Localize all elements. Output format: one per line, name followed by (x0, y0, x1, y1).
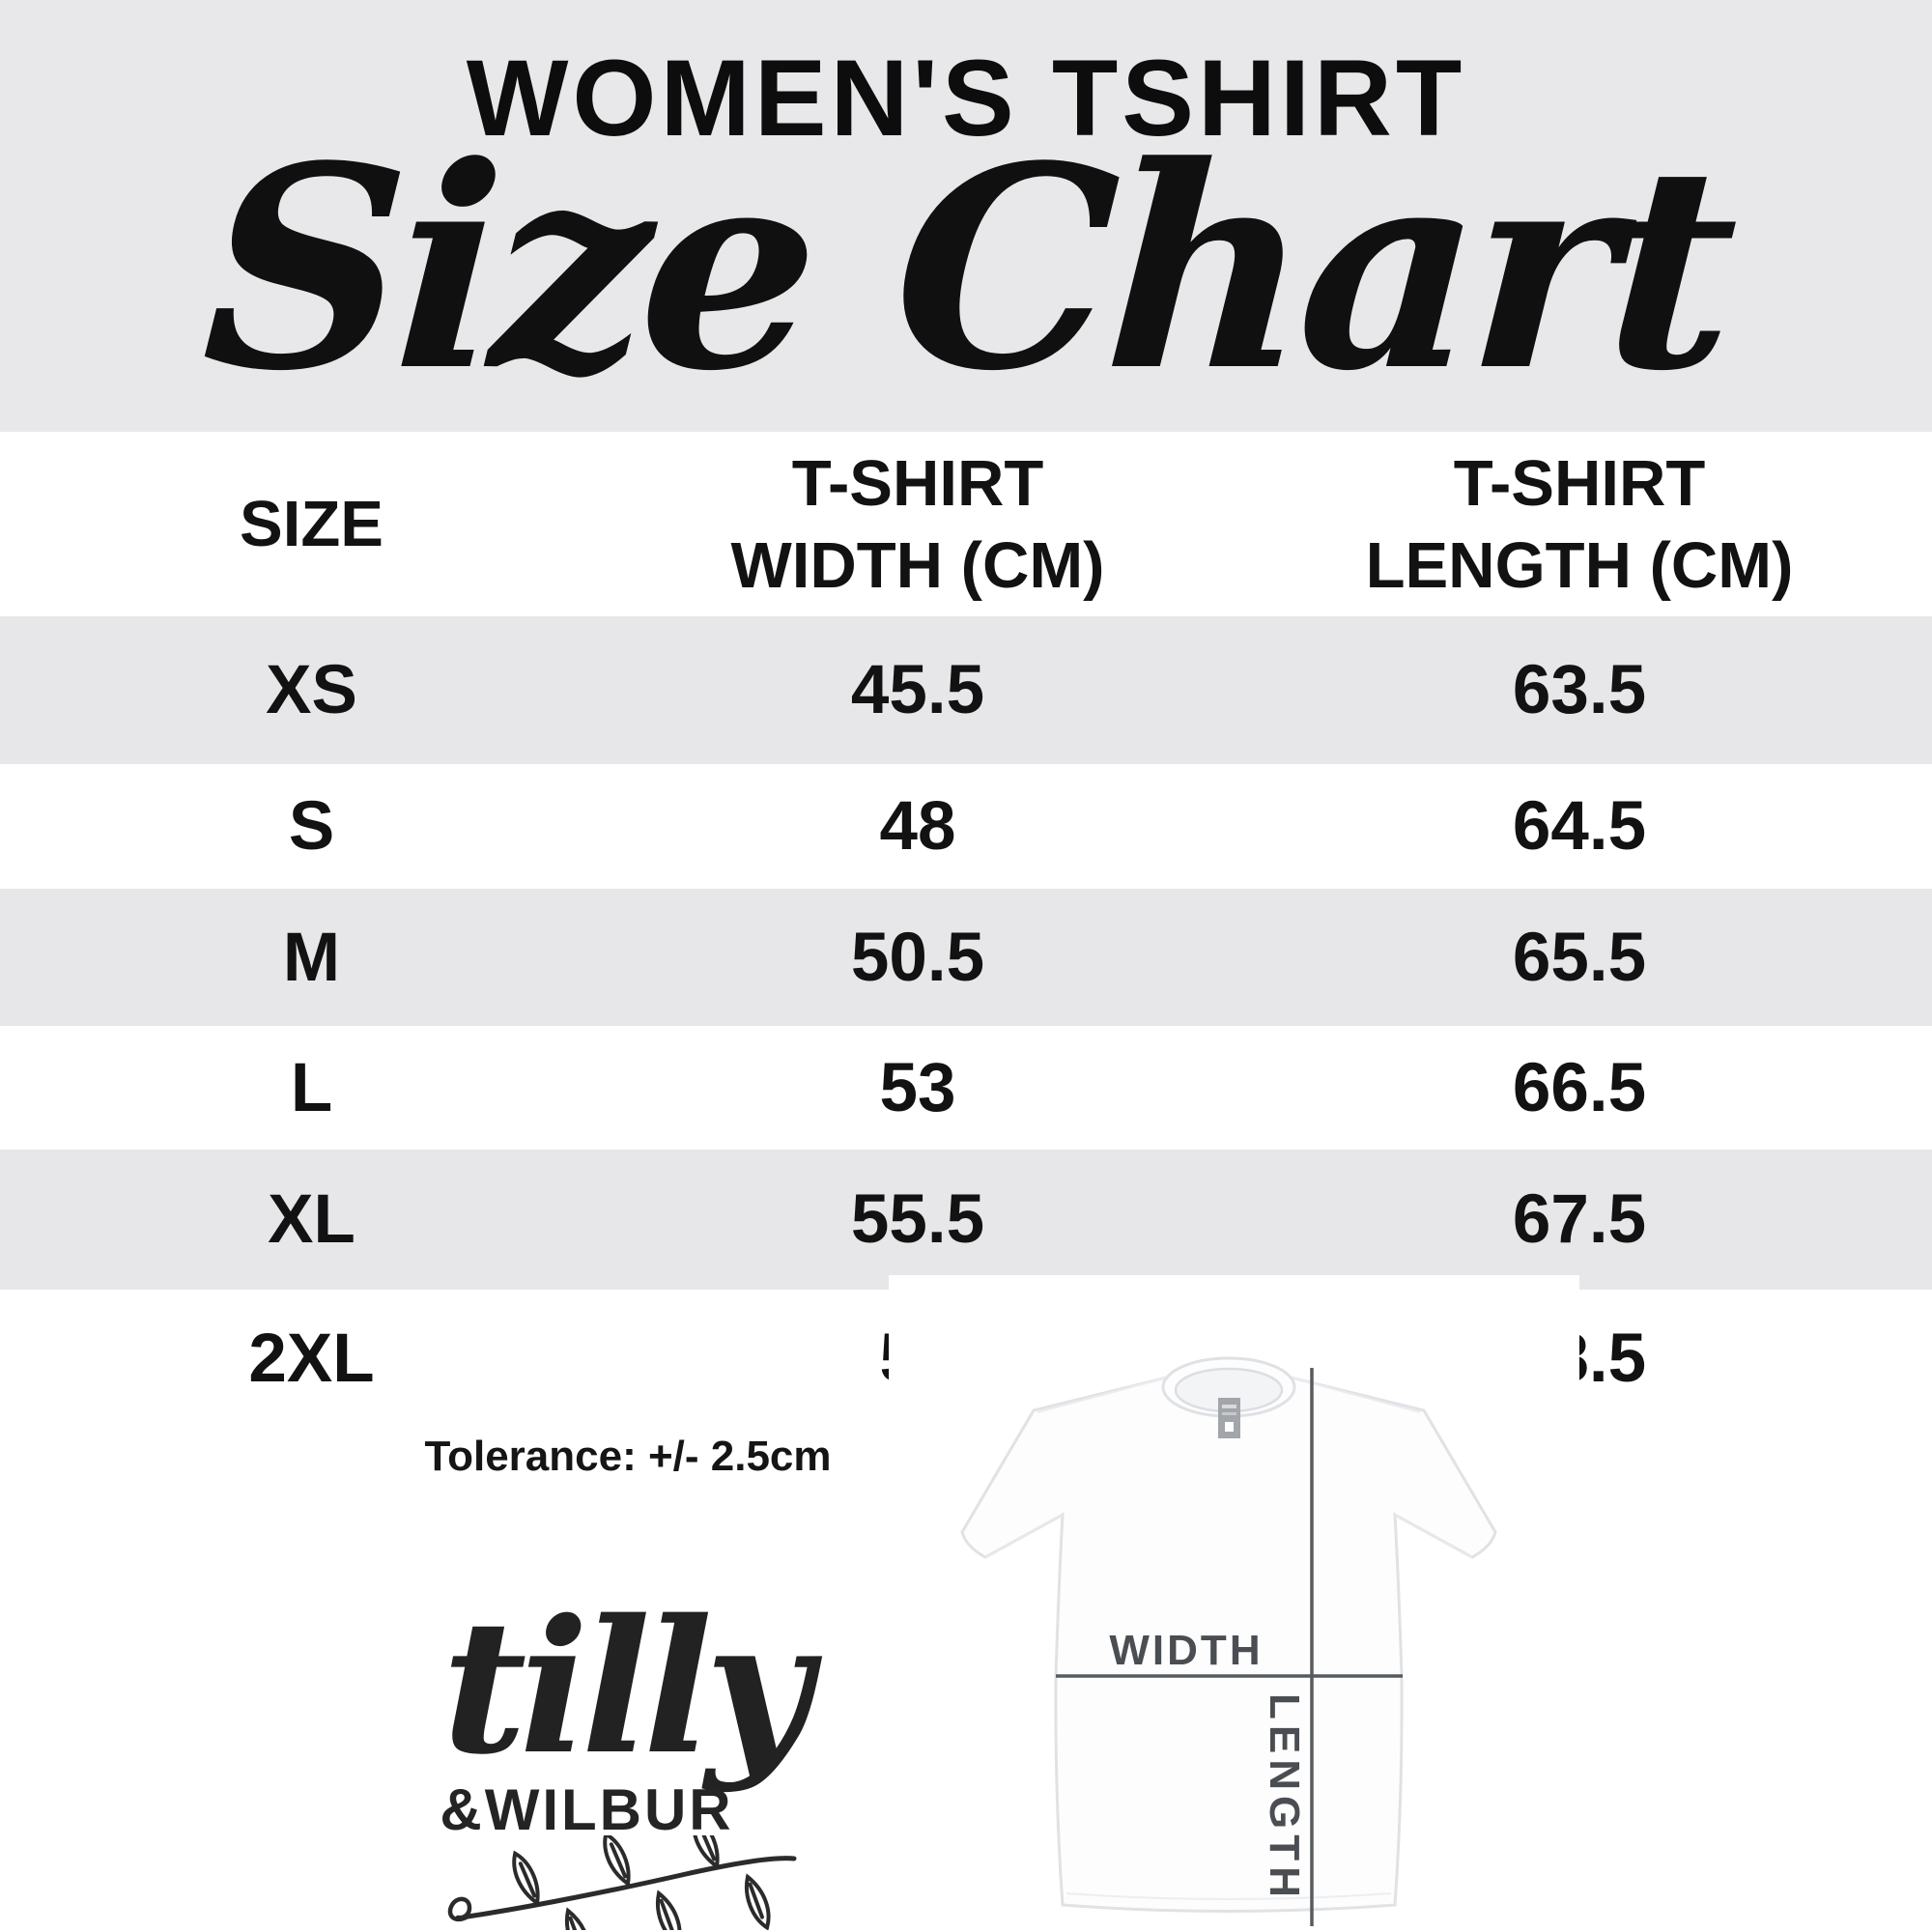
width-cell: 50.5 (850, 919, 985, 996)
column-header-size: SIZE (0, 432, 623, 616)
column-header-width: T-SHIRT WIDTH (CM) (609, 432, 1227, 616)
column-header-width-line2: WIDTH (CM) (730, 528, 1105, 602)
size-cell: S (288, 788, 335, 865)
length-cell: 67.5 (1512, 1181, 1647, 1258)
column-header-width-line1: T-SHIRT (791, 446, 1044, 520)
page-title: WOMEN'S TSHIRT (466, 38, 1466, 158)
header-banner: WOMEN'S TSHIRT Size Chart (0, 0, 1932, 432)
width-cell: 45.5 (850, 652, 985, 728)
width-label: WIDTH (1109, 1627, 1264, 1674)
table-header-row: SIZE T-SHIRT WIDTH (CM) T-SHIRT LENGTH (… (0, 432, 1932, 616)
width-cell: 48 (879, 788, 956, 865)
tshirt-graphic (960, 1356, 1497, 1926)
column-header-length-line1: T-SHIRT (1453, 446, 1706, 520)
column-header-size-label: SIZE (240, 488, 384, 560)
tolerance-note: Tolerance: +/- 2.5cm (424, 1433, 832, 1480)
size-cell: XS (266, 652, 357, 728)
neck-tag-icon (1218, 1398, 1240, 1438)
size-cell: L (290, 1049, 333, 1126)
length-cell: 65.5 (1512, 919, 1647, 996)
table-row-xs: XS 45.5 63.5 (0, 616, 1932, 764)
column-header-length: T-SHIRT LENGTH (CM) (1227, 432, 1932, 616)
width-cell: 53 (879, 1049, 956, 1126)
column-header-length-line2: LENGTH (CM) (1365, 528, 1794, 602)
size-cell: 2XL (248, 1321, 375, 1397)
length-label: LENGTH (1261, 1693, 1308, 1903)
logo-script-text: tilly (441, 1579, 812, 1795)
length-cell: 66.5 (1512, 1049, 1647, 1126)
tshirt-photo: WIDTH LENGTH (889, 1275, 1579, 1932)
length-cell: 63.5 (1512, 652, 1647, 728)
script-title: Size Chart (196, 105, 1736, 432)
table-row-m: M 50.5 65.5 (0, 889, 1932, 1026)
size-cell: M (282, 919, 341, 996)
table-row-xl: XL 55.5 67.5 (0, 1150, 1932, 1290)
size-cell: XL (268, 1181, 355, 1258)
table-row-s: S 48 64.5 (0, 764, 1932, 889)
branch-leaves-icon (447, 1835, 797, 1930)
tshirt-body (960, 1369, 1497, 1913)
width-cell: 55.5 (850, 1181, 985, 1258)
logo-caps-text: &WILBUR (440, 1777, 734, 1842)
table-row-l: L 53 66.5 (0, 1026, 1932, 1150)
length-cell: 64.5 (1512, 788, 1647, 865)
